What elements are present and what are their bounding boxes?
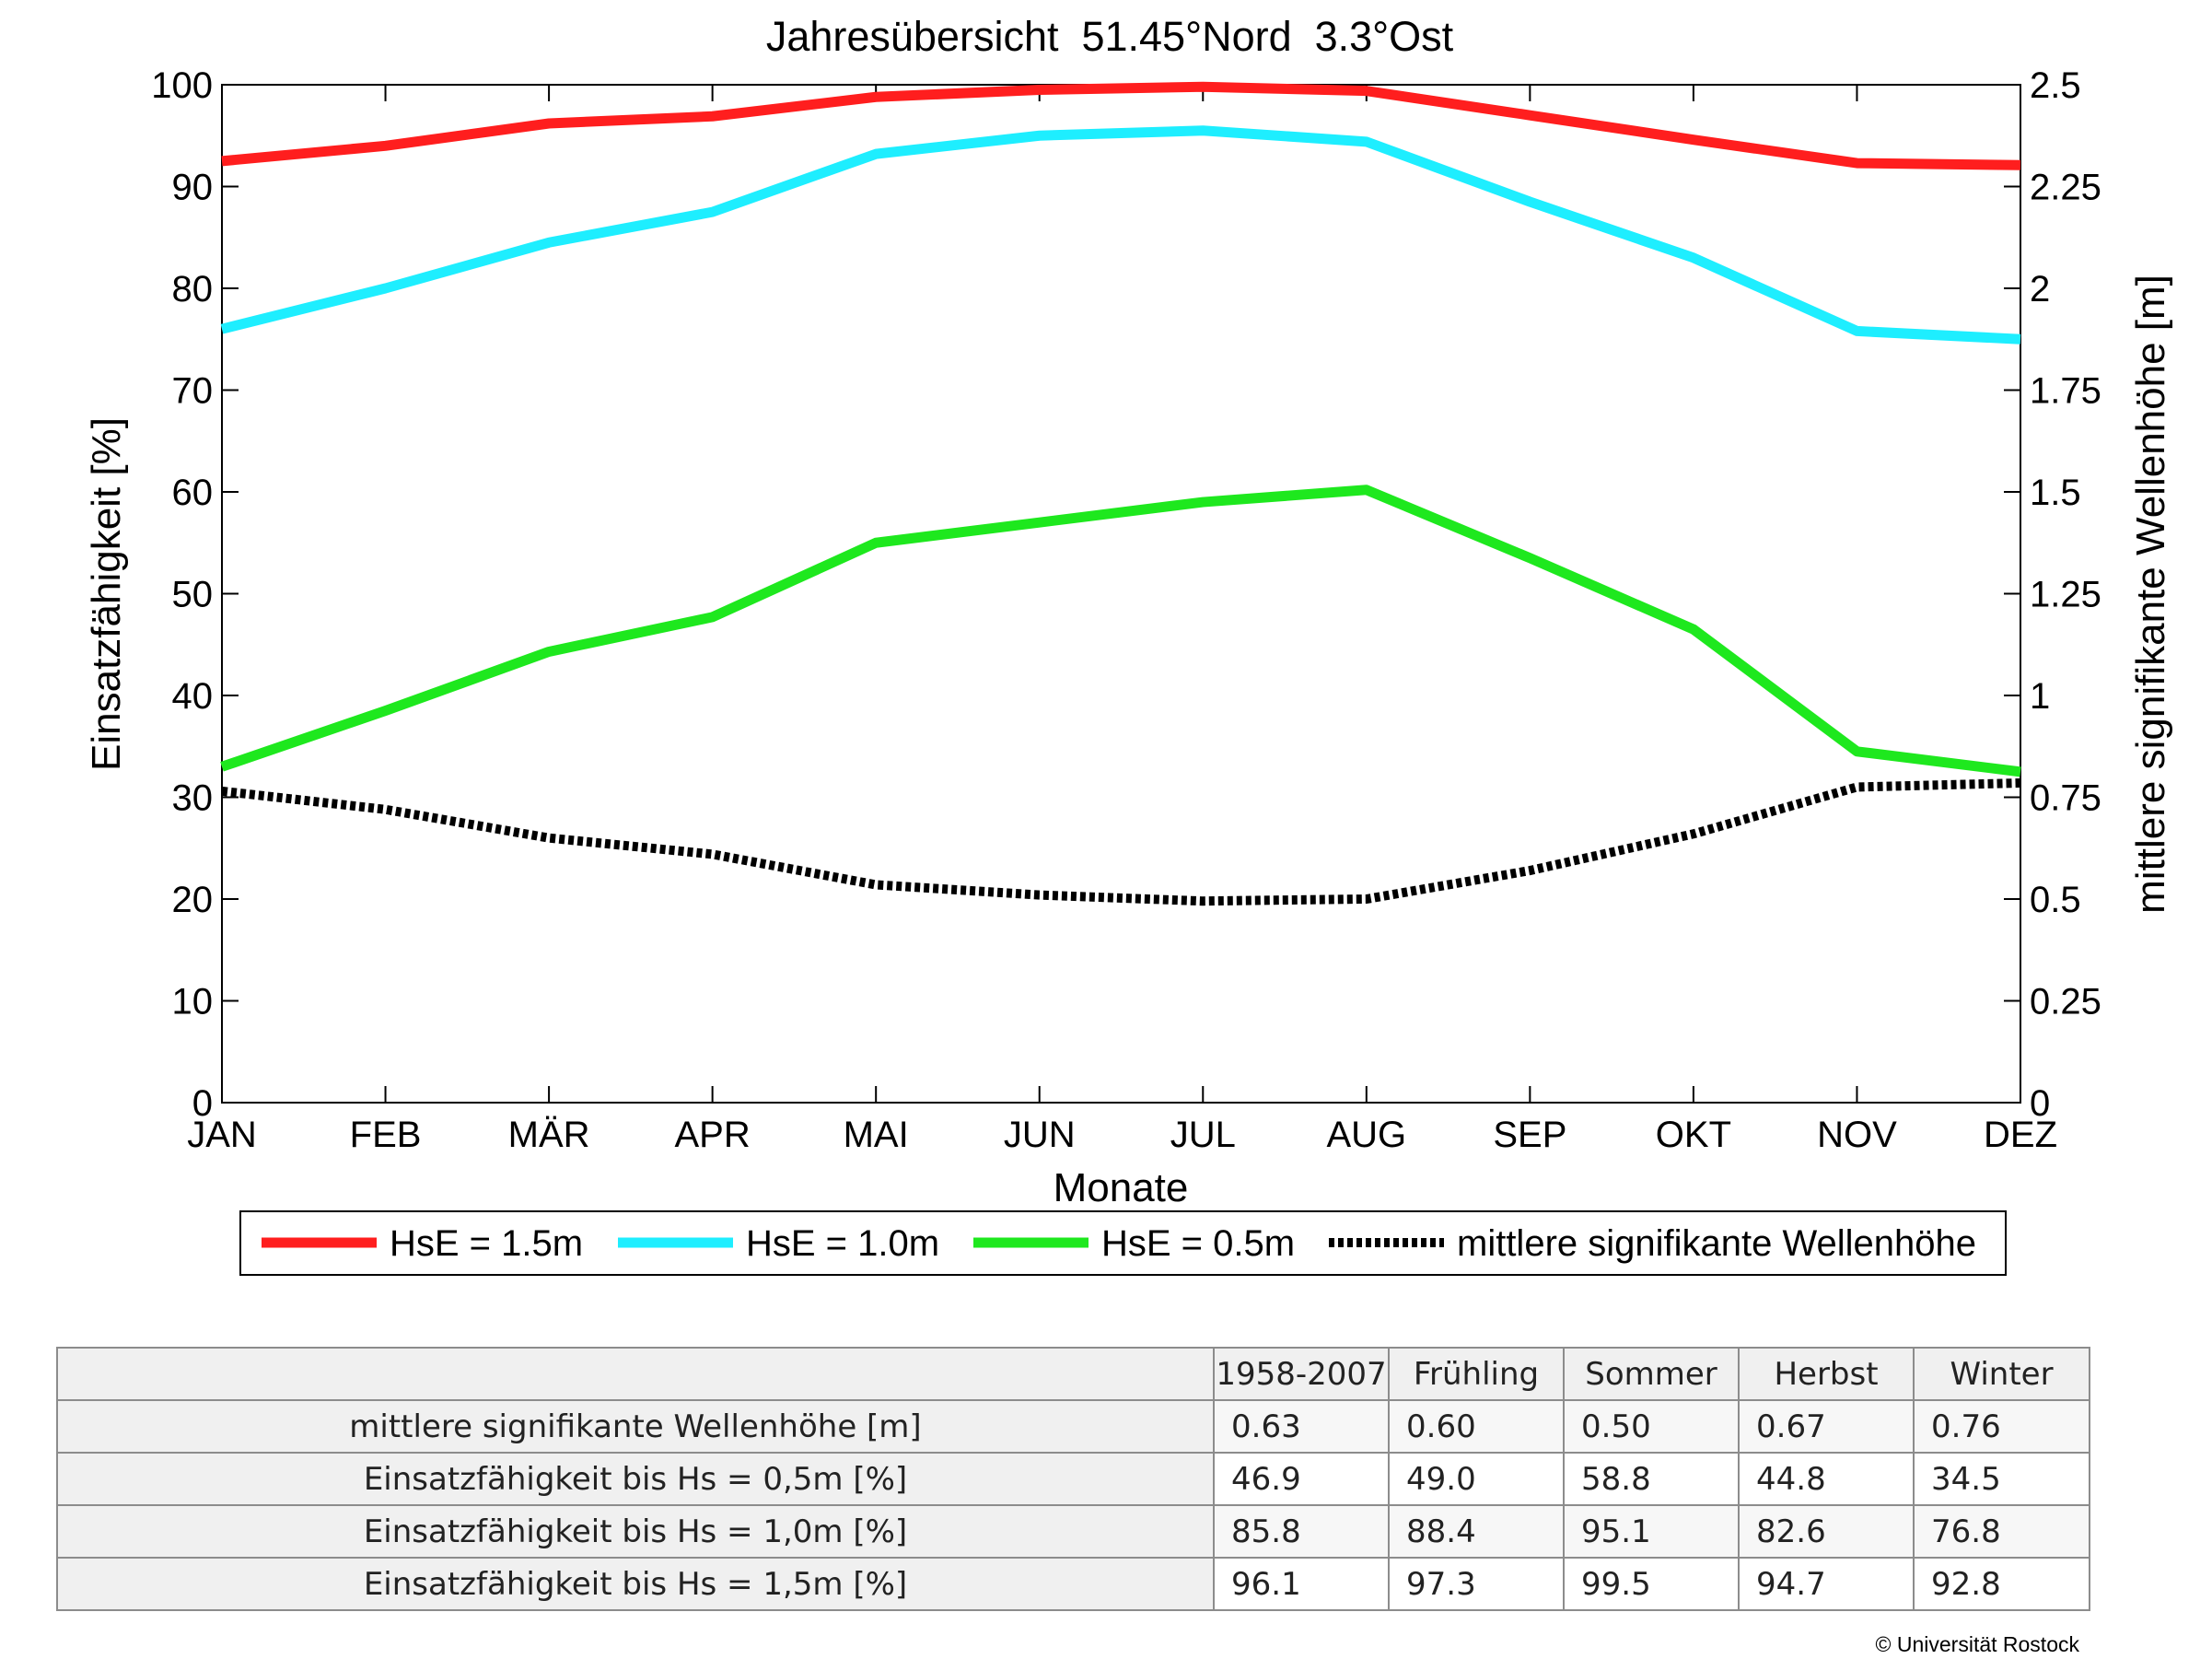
row-label: Einsatzfähigkeit bis Hs = 1,0m [%] bbox=[56, 1504, 1215, 1559]
x-tick-label: MÄR bbox=[508, 1115, 590, 1155]
row-label: Einsatzfähigkeit bis Hs = 0,5m [%] bbox=[56, 1452, 1215, 1506]
x-axis: JAN FEB MÄR APR MAI JUN JUL AUG SEP OKT NOV DEZ bbox=[187, 85, 2057, 1155]
table-cell: 76.8 bbox=[1913, 1504, 2090, 1559]
table-row: Einsatzfähigkeit bis Hs = 1,5m [%] 96.1 … bbox=[56, 1557, 2090, 1611]
stats-header-cell: Sommer bbox=[1563, 1347, 1740, 1401]
y-tick-label-left: 80 bbox=[172, 269, 214, 310]
y-tick-label-right: 2.25 bbox=[2030, 168, 2101, 208]
copyright-notice: © Universität Rostock bbox=[1875, 1632, 2079, 1656]
row-label: mittlere signifikante Wellenhöhe [m] bbox=[56, 1399, 1215, 1454]
table-cell: 95.1 bbox=[1563, 1504, 1740, 1559]
x-tick-label: JUL bbox=[1170, 1115, 1236, 1155]
y-tick-label-right: 1.5 bbox=[2030, 473, 2081, 513]
table-cell: 49.0 bbox=[1388, 1452, 1565, 1506]
table-cell: 34.5 bbox=[1913, 1452, 2090, 1506]
legend-label-1: HsE = 1.0m bbox=[746, 1223, 939, 1264]
y-tick-label-left: 0 bbox=[192, 1083, 213, 1124]
table-cell: 0.60 bbox=[1388, 1399, 1565, 1454]
series-line-0 bbox=[221, 81, 2021, 170]
stats-header-row: 1958-2007 Frühling Sommer Herbst Winter bbox=[56, 1347, 2090, 1401]
table-cell: 46.9 bbox=[1213, 1452, 1390, 1506]
x-tick-label: NOV bbox=[1817, 1115, 1897, 1155]
legend: HsE = 1.5m HsE = 1.0m HsE = 0.5m mittlere s… bbox=[262, 1223, 1976, 1264]
y-axis-label-left: Einsatzfähigkeit [%] bbox=[84, 417, 129, 771]
y-tick-label-right: 0.25 bbox=[2030, 982, 2101, 1022]
table-cell: 44.8 bbox=[1738, 1452, 1915, 1506]
stats-header-cell: Herbst bbox=[1738, 1347, 1915, 1401]
series-line-1 bbox=[220, 125, 2021, 345]
table-row: mittlere signifikante Wellenhöhe [m] 0.6… bbox=[56, 1399, 2090, 1454]
y-tick-label-left: 70 bbox=[172, 371, 214, 412]
legend-label-2: HsE = 0.5m bbox=[1101, 1223, 1295, 1264]
y-tick-label-right: 0 bbox=[2030, 1083, 2050, 1124]
series-line-3 bbox=[221, 778, 2021, 906]
y-tick-label-right: 1.75 bbox=[2030, 371, 2101, 412]
y-tick-label-left: 90 bbox=[172, 168, 214, 208]
table-row: Einsatzfähigkeit bis Hs = 0,5m [%] 46.9 … bbox=[56, 1452, 2090, 1506]
table-cell: 0.76 bbox=[1913, 1399, 2090, 1454]
table-cell: 88.4 bbox=[1388, 1504, 1565, 1559]
legend-box bbox=[239, 1210, 2007, 1276]
stats-table: 1958-2007 Frühling Sommer Herbst Winter … bbox=[56, 1347, 2090, 1611]
plot-frame bbox=[221, 84, 2021, 1104]
chart-area: Jahresübersicht 51.45°Nord 3.3°Ost 01020… bbox=[84, 13, 2173, 1276]
table-cell: 92.8 bbox=[1913, 1557, 2090, 1611]
y-tick-label-left: 30 bbox=[172, 778, 214, 819]
x-tick-label: SEP bbox=[1493, 1115, 1566, 1155]
table-cell: 99.5 bbox=[1563, 1557, 1740, 1611]
y-tick-label-left: 100 bbox=[151, 65, 213, 106]
x-tick-label: JUN bbox=[1004, 1115, 1076, 1155]
table-cell: 96.1 bbox=[1213, 1557, 1390, 1611]
x-tick-label: APR bbox=[675, 1115, 751, 1155]
stats-header-cell: Winter bbox=[1913, 1347, 2090, 1401]
table-cell: 0.50 bbox=[1563, 1399, 1740, 1454]
table-cell: 82.6 bbox=[1738, 1504, 1915, 1559]
table-cell: 58.8 bbox=[1563, 1452, 1740, 1506]
y-tick-label-right: 2.5 bbox=[2030, 65, 2081, 106]
x-tick-label: JAN bbox=[187, 1115, 257, 1155]
y-tick-label-left: 50 bbox=[172, 575, 214, 615]
stats-table-container: 1958-2007 Frühling Sommer Herbst Winter … bbox=[56, 1347, 2090, 1611]
y-tick-label-right: 2 bbox=[2030, 269, 2050, 310]
x-tick-label: FEB bbox=[350, 1115, 422, 1155]
y-tick-label-left: 40 bbox=[172, 676, 214, 717]
table-cell: 0.67 bbox=[1738, 1399, 1915, 1454]
x-tick-label: AUG bbox=[1326, 1115, 1406, 1155]
x-tick-label: MAI bbox=[844, 1115, 909, 1155]
series-line-2 bbox=[220, 485, 2021, 777]
y-tick-label-right: 0.5 bbox=[2030, 880, 2081, 920]
series-lines bbox=[220, 81, 2021, 906]
table-cell: 97.3 bbox=[1388, 1557, 1565, 1611]
stats-header-cell: 1958-2007 bbox=[1213, 1347, 1390, 1401]
y-tick-label-right: 0.75 bbox=[2030, 778, 2101, 819]
legend-label-0: HsE = 1.5m bbox=[390, 1223, 583, 1264]
table-cell: 0.63 bbox=[1213, 1399, 1390, 1454]
y-tick-label-left: 20 bbox=[172, 880, 214, 920]
stats-header-cell: Frühling bbox=[1388, 1347, 1565, 1401]
y-tick-label-right: 1 bbox=[2030, 676, 2050, 717]
table-cell: 94.7 bbox=[1738, 1557, 1915, 1611]
y-tick-label-right: 1.25 bbox=[2030, 575, 2101, 615]
y-tick-label-left: 60 bbox=[172, 473, 214, 513]
y-tick-label-left: 10 bbox=[172, 982, 214, 1022]
row-label: Einsatzfähigkeit bis Hs = 1,5m [%] bbox=[56, 1557, 1215, 1611]
legend-label-3: mittlere signifikante Wellenhöhe bbox=[1457, 1223, 1976, 1264]
chart-title: Jahresübersicht 51.45°Nord 3.3°Ost bbox=[766, 13, 1454, 60]
y-axis-left: 0 10 20 30 40 50 60 70 80 90 100 bbox=[151, 65, 239, 1124]
stats-corner-cell bbox=[56, 1347, 1215, 1401]
y-axis-label-right: mittlere signifikante Wellenhöhe [m] bbox=[2128, 275, 2173, 914]
table-cell: 85.8 bbox=[1213, 1504, 1390, 1559]
y-axis-right: 0 0.25 0.5 0.75 1 1.25 1.5 1.75 2 2.25 2.5 bbox=[2004, 65, 2101, 1124]
x-tick-label: OKT bbox=[1656, 1115, 1731, 1155]
x-axis-label: Monate bbox=[1054, 1165, 1189, 1210]
table-row: Einsatzfähigkeit bis Hs = 1,0m [%] 85.8 … bbox=[56, 1504, 2090, 1559]
x-tick-label: DEZ bbox=[1984, 1115, 2057, 1155]
